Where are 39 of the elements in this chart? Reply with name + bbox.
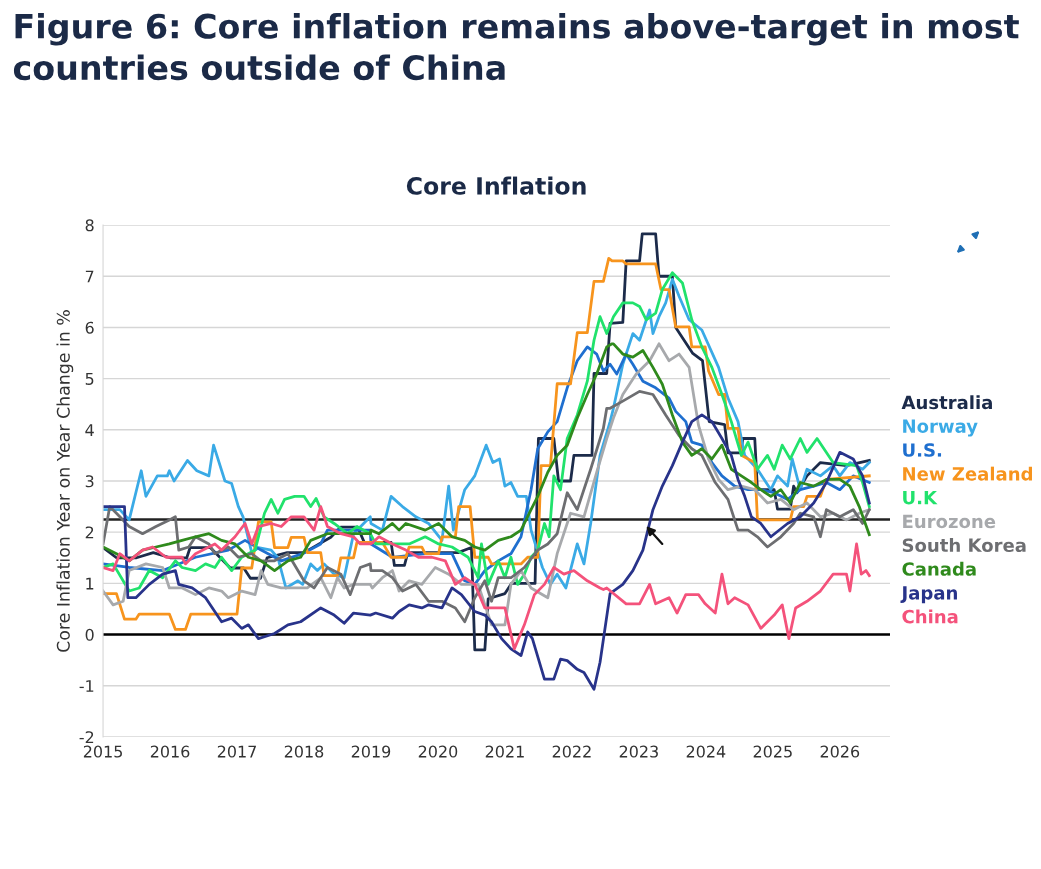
text: South Korea — [902, 538, 1026, 553]
x-tick-label: 2021 — [485, 745, 524, 758]
y-tick-label: 8 — [85, 219, 94, 232]
x-tick-label: 2025 — [753, 745, 792, 758]
chart-subtitle: Core Inflation — [406, 176, 586, 195]
y-tick-label: 5 — [85, 373, 94, 385]
y-tick-label: 7 — [85, 270, 94, 283]
x-tick-label: 2018 — [284, 745, 324, 758]
text: China — [902, 609, 958, 624]
x-tick-label: 2024 — [686, 745, 726, 758]
series-label: Eurozone — [903, 514, 996, 529]
y-tick-label: 3 — [85, 475, 94, 488]
y-tick-label: 4 — [85, 424, 94, 436]
x-tick-label: 2026 — [820, 745, 860, 758]
line-series — [103, 413, 871, 691]
x-tick-label: 2022 — [552, 745, 591, 758]
text: Canada — [902, 561, 976, 576]
y-axis-title: Core Inflation Year on Year Change in % — [56, 310, 74, 652]
y-tick-label: 1 — [86, 577, 94, 590]
x-tick-label: 2017 — [217, 745, 256, 758]
x-tick-label: 2015 — [83, 745, 122, 758]
x-tick-label: 2020 — [418, 745, 458, 758]
x-tick-label: 2019 — [351, 745, 391, 758]
series-label: U.K — [903, 491, 938, 505]
series-label: New Zealand — [903, 466, 1032, 481]
y-tick-label: -1 — [79, 680, 94, 692]
line-series — [103, 505, 871, 651]
y-tick-label: 0 — [85, 628, 94, 641]
x-tick-label: 2023 — [619, 745, 658, 758]
text: Japan — [900, 586, 957, 604]
text: U.S. — [903, 443, 942, 457]
y-tick-label: 6 — [85, 321, 94, 334]
chart-title: Figure 6: Core inflation remains above-target in most countries outside of China — [13, 13, 1019, 81]
y-tick-label: 2 — [85, 526, 94, 539]
text: Australia — [901, 395, 992, 410]
x-tick-label: 2016 — [150, 745, 190, 758]
y-tick-label: -2 — [79, 731, 94, 743]
line-series — [103, 390, 871, 624]
text: Norway — [903, 419, 978, 437]
